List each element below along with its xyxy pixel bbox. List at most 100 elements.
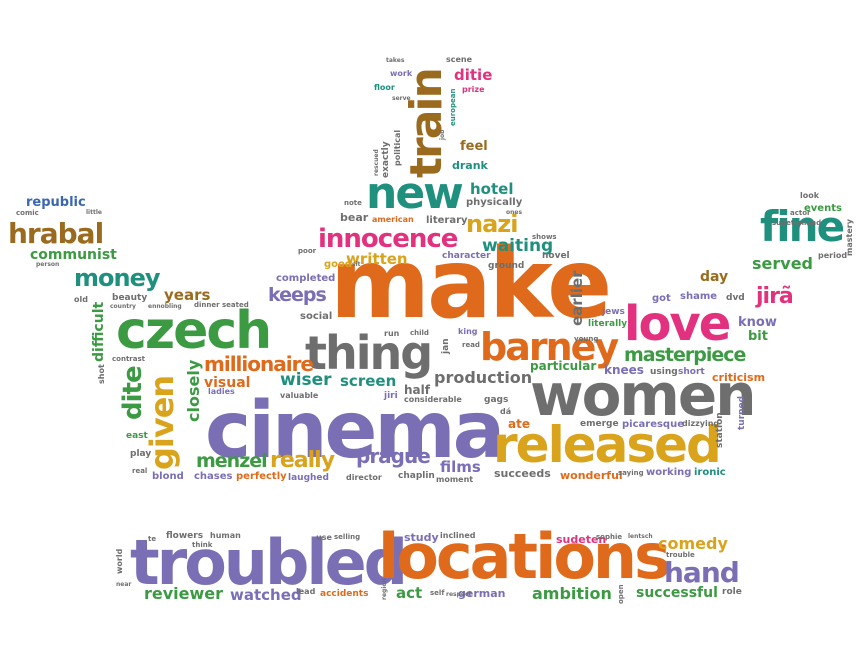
word-menzel: menzel bbox=[196, 450, 268, 472]
word-served: served bbox=[752, 254, 813, 273]
word-sophie: sophie bbox=[596, 533, 623, 541]
word-person: person bbox=[36, 261, 60, 268]
word-think: think bbox=[192, 541, 213, 549]
word-turned: turned bbox=[737, 395, 747, 430]
word-feel: feel bbox=[460, 139, 488, 154]
word-country: country bbox=[110, 303, 136, 310]
word-jan: jan bbox=[441, 338, 451, 354]
word-jews: jews bbox=[602, 307, 625, 317]
word-ennobling: ennobling bbox=[148, 303, 182, 310]
word-communist: communist bbox=[30, 247, 117, 263]
word-czech: czech bbox=[116, 301, 272, 361]
word-takes: takes bbox=[386, 57, 405, 64]
word-political: political bbox=[393, 129, 402, 166]
word-succeeds: succeeds bbox=[494, 467, 551, 480]
word-money: money bbox=[74, 264, 161, 292]
word-bit: bit bbox=[748, 329, 768, 344]
word-period: period bbox=[818, 251, 848, 260]
word-dite: dite bbox=[118, 366, 148, 420]
word-watched: watched bbox=[230, 586, 302, 604]
word-written: written bbox=[346, 250, 408, 268]
word-literally: literally bbox=[588, 319, 628, 329]
word-real: real bbox=[132, 467, 148, 475]
word-child: child bbox=[410, 329, 429, 337]
word-wiser: wiser bbox=[280, 370, 332, 390]
word-job: job bbox=[439, 129, 446, 140]
word-act: act bbox=[396, 584, 423, 602]
word-shame: shame bbox=[680, 291, 718, 302]
word-really: really bbox=[270, 448, 335, 473]
word-particular: particular bbox=[530, 359, 597, 373]
word-visual: visual bbox=[204, 375, 251, 391]
word-jiri: jiri bbox=[384, 391, 398, 401]
word-self: self bbox=[430, 589, 445, 597]
word-seated: seated bbox=[222, 301, 249, 309]
word-day: day bbox=[700, 269, 729, 285]
word-respect: respect bbox=[446, 591, 472, 598]
word-east: east bbox=[126, 431, 148, 441]
word-masterpiece: masterpiece bbox=[624, 344, 746, 366]
word-ambition: ambition bbox=[532, 584, 612, 603]
word-king: king bbox=[458, 327, 478, 336]
word-da: dá bbox=[500, 407, 512, 416]
word-sudeten: sudeten bbox=[556, 533, 607, 546]
word-new: new bbox=[366, 168, 464, 219]
word-valuable: valuable bbox=[280, 391, 319, 400]
word-scene: scene bbox=[446, 55, 473, 64]
word-films: films bbox=[440, 458, 481, 476]
word-rescued: rescued bbox=[373, 149, 380, 176]
word-wonderful: wonderful bbox=[560, 469, 623, 482]
word-closely: closely bbox=[184, 359, 203, 422]
word-good: good bbox=[324, 259, 353, 270]
word-role: role bbox=[722, 587, 742, 597]
word-novel: novel bbox=[542, 251, 570, 261]
word-emerge: emerge bbox=[580, 419, 619, 429]
word-little: little bbox=[86, 209, 102, 216]
word-open: open bbox=[617, 584, 625, 604]
word-millionaire: millionaire bbox=[204, 352, 314, 376]
word-keeps: keeps bbox=[268, 284, 327, 306]
word-half: half bbox=[404, 383, 430, 397]
word-station: station bbox=[715, 412, 725, 448]
word-beauty: beauty bbox=[112, 293, 148, 303]
word-inclined: inclined bbox=[440, 531, 476, 540]
word-reviewer: reviewer bbox=[144, 584, 224, 603]
word-shows: shows bbox=[532, 233, 557, 241]
word-selling: selling bbox=[334, 533, 361, 541]
word-considerable: considerable bbox=[404, 395, 462, 404]
word-innocence: innocence bbox=[318, 224, 458, 254]
word-using: using bbox=[650, 367, 678, 377]
word-american: american bbox=[372, 215, 414, 224]
word-dinner: dinner bbox=[194, 301, 220, 309]
word-got: got bbox=[652, 293, 671, 304]
word-lentsch: lentsch bbox=[628, 533, 653, 540]
word-accidents: accidents bbox=[320, 589, 369, 599]
word-successful: successful bbox=[636, 585, 718, 601]
word-perfectly: perfectly bbox=[236, 471, 287, 482]
word-jira: jirã bbox=[756, 284, 794, 309]
word-mastery: mastery bbox=[845, 219, 854, 256]
word-near: near bbox=[116, 581, 132, 588]
word-bear: bear bbox=[340, 211, 369, 224]
word-literary: literary bbox=[426, 215, 468, 226]
word-use: use bbox=[316, 533, 332, 542]
word-short: short bbox=[678, 367, 705, 377]
word-troubled: troubled bbox=[130, 526, 408, 599]
word-moment: moment bbox=[436, 475, 474, 484]
word-hand: hand bbox=[664, 556, 740, 589]
word-flowers: flowers bbox=[166, 531, 204, 541]
word-german: german bbox=[458, 587, 506, 600]
word-locations: locations bbox=[378, 520, 671, 593]
word-fine: fine bbox=[760, 202, 845, 251]
word-hrabal: hrabal bbox=[8, 217, 104, 250]
word-chaplin: chaplin bbox=[398, 471, 435, 481]
word-serve: serve bbox=[392, 95, 411, 102]
word-ladies: ladies bbox=[208, 387, 235, 396]
word-region: region bbox=[381, 578, 388, 600]
word-gags: gags bbox=[484, 395, 509, 405]
word-republic: republic bbox=[26, 195, 86, 210]
word-prize: prize bbox=[462, 85, 485, 94]
word-barney: barney bbox=[480, 325, 619, 369]
word-dvd: dvd bbox=[726, 293, 745, 303]
